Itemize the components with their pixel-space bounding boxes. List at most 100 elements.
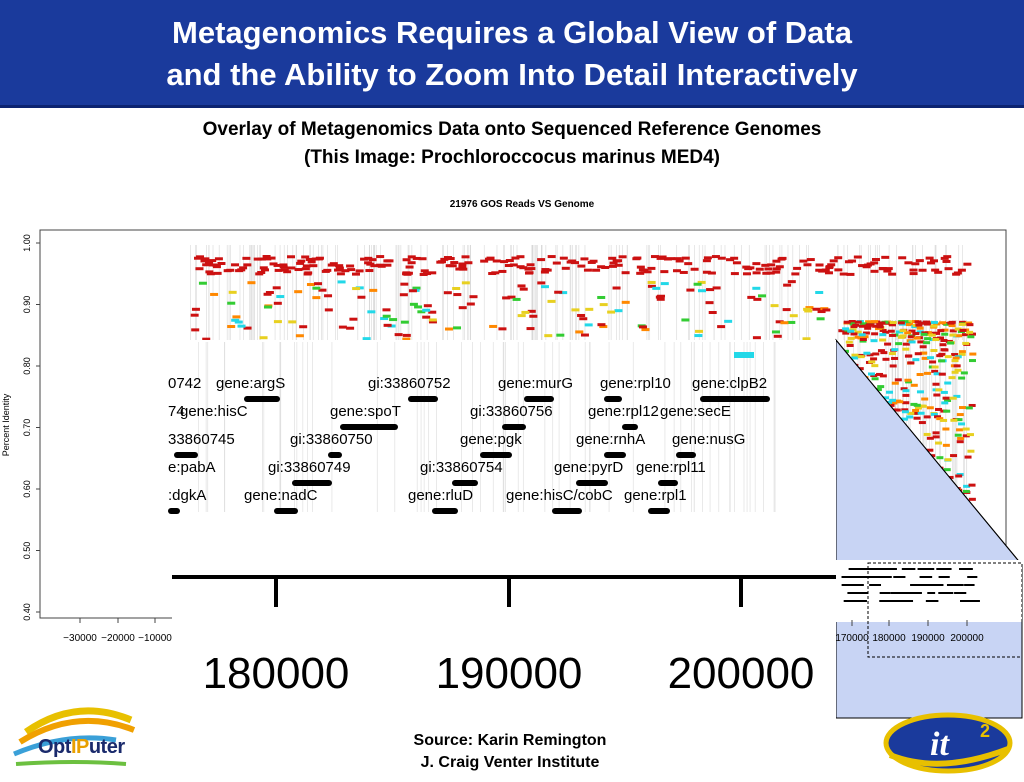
read-mark: [334, 268, 343, 272]
read-mark: [767, 263, 776, 267]
read-mark: [570, 261, 579, 265]
read-mark: [877, 385, 885, 389]
read-mark: [817, 310, 826, 314]
read-mark: [842, 331, 850, 335]
read-mark: [926, 448, 934, 452]
read-mark: [909, 272, 918, 276]
read-mark: [422, 315, 431, 319]
read-mark: [559, 256, 568, 260]
read-mark: [201, 257, 210, 261]
read-mark: [338, 325, 347, 329]
read-mark: [547, 299, 556, 303]
read-mark: [918, 404, 926, 408]
read-mark: [876, 323, 884, 327]
read-mark: [965, 321, 973, 325]
gene-label: gene:rpl1: [624, 487, 687, 504]
read-mark: [747, 295, 756, 299]
read-mark: [957, 436, 965, 440]
read-mark: [703, 256, 712, 260]
mini-gene-mark: [938, 576, 950, 578]
mini-gene-mark: [921, 584, 933, 586]
read-mark: [862, 265, 871, 269]
mini-gene-mark: [870, 584, 880, 586]
read-mark: [909, 268, 918, 272]
read-mark: [891, 348, 899, 352]
read-mark: [825, 265, 834, 269]
read-mark: [498, 327, 507, 331]
gene-label: gi:33860754: [420, 459, 503, 476]
read-mark: [921, 397, 929, 401]
read-mark: [871, 332, 879, 336]
read-mark: [924, 331, 932, 335]
read-mark: [914, 406, 922, 410]
read-mark: [968, 359, 976, 363]
read-mark: [232, 315, 241, 319]
read-mark: [257, 257, 266, 261]
read-mark: [878, 321, 886, 325]
read-mark: [932, 431, 940, 435]
gene-bar: [622, 424, 638, 430]
read-mark: [949, 396, 957, 400]
read-mark: [537, 281, 546, 285]
read-mark: [918, 268, 927, 272]
read-mark: [803, 307, 812, 311]
gene-bar: [576, 480, 608, 486]
read-mark: [920, 332, 928, 336]
read-mark: [962, 434, 970, 438]
gene-label: gi:33860749: [268, 459, 351, 476]
read-mark: [962, 489, 970, 493]
read-mark: [237, 324, 246, 328]
read-mark: [959, 320, 967, 324]
read-mark: [859, 337, 867, 341]
read-mark: [897, 321, 905, 325]
read-mark: [301, 255, 310, 259]
read-mark: [367, 310, 376, 314]
read-mark: [711, 255, 720, 259]
read-mark: [407, 261, 416, 265]
read-mark: [655, 295, 664, 299]
read-mark: [947, 341, 955, 345]
read-mark: [597, 323, 606, 327]
read-mark: [287, 266, 296, 270]
read-mark: [944, 381, 952, 385]
read-mark: [933, 322, 941, 326]
gene-bar: [648, 508, 670, 514]
read-mark: [227, 301, 236, 305]
read-mark: [868, 372, 876, 376]
subtitle-line1: Overlay of Metagenomics Data onto Sequen…: [202, 119, 822, 140]
mini-gene-mark: [879, 592, 891, 594]
read-mark: [575, 330, 584, 334]
read-mark: [752, 336, 761, 340]
read-mark: [597, 295, 606, 299]
read-mark: [879, 267, 888, 271]
read-mark: [702, 259, 711, 263]
mini-gene-mark: [843, 600, 857, 602]
read-mark: [690, 267, 699, 271]
read-mark: [919, 345, 927, 349]
read-mark: [444, 327, 453, 331]
read-mark: [787, 320, 796, 324]
read-mark: [412, 286, 421, 290]
x-tick-label: 170000: [835, 633, 869, 644]
read-mark: [761, 263, 770, 267]
read-mark: [772, 270, 781, 274]
read-mark: [697, 280, 706, 284]
read-mark: [299, 325, 308, 329]
read-mark: [963, 484, 971, 488]
gene-label: gene:secE: [660, 403, 731, 420]
read-mark: [253, 257, 262, 261]
read-mark: [636, 265, 645, 269]
read-mark: [891, 356, 899, 360]
read-mark: [544, 334, 553, 338]
read-mark: [336, 272, 345, 276]
read-mark: [579, 317, 588, 321]
it2-logo: it 2: [880, 705, 1020, 782]
read-mark: [857, 336, 865, 340]
read-mark: [900, 387, 908, 391]
y-tick-label: 0.70: [22, 419, 32, 437]
read-mark: [935, 441, 943, 445]
read-mark: [935, 388, 943, 392]
read-mark: [930, 259, 939, 263]
read-mark: [956, 440, 964, 444]
gene-label: gene:rpl10: [600, 375, 671, 392]
